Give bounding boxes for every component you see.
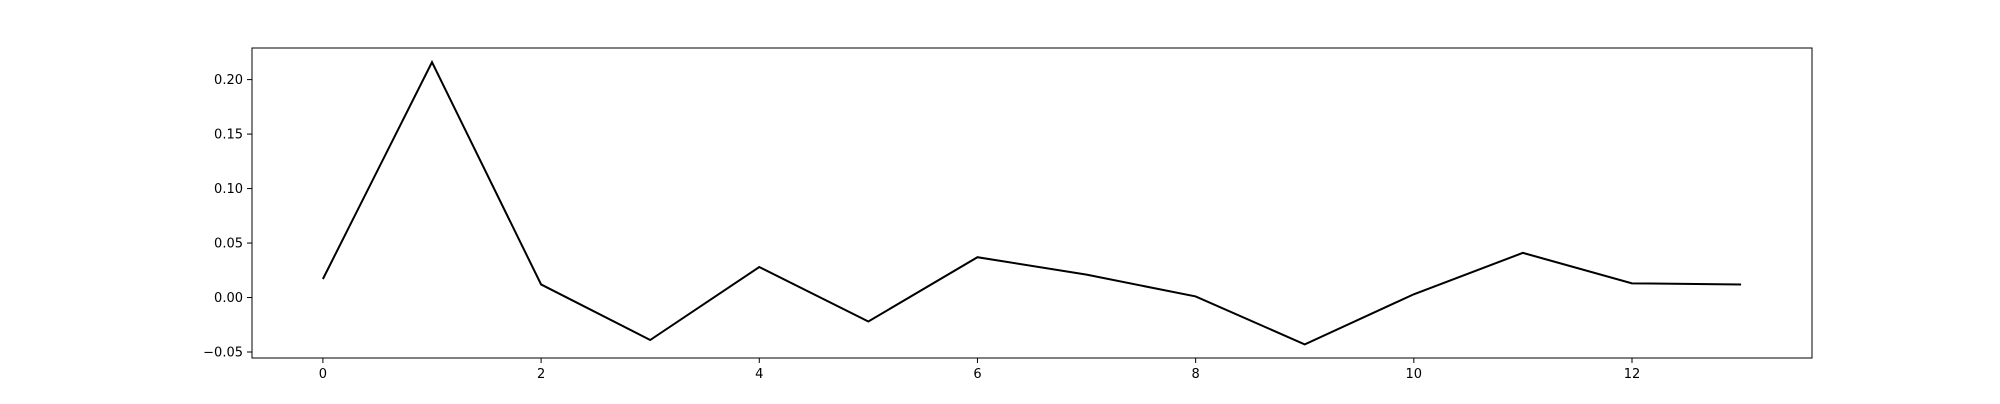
plot-area — [251, 47, 1813, 359]
y-tick-label: −0.05 — [203, 346, 243, 361]
x-tick-label: 0 — [319, 367, 327, 382]
series-line — [322, 59, 1742, 346]
series-layer — [322, 59, 1742, 346]
x-tick-label: 8 — [1191, 367, 1199, 382]
x-tick-label: 2 — [537, 367, 545, 382]
y-tick-label: 0.05 — [214, 237, 243, 252]
y-tick-label: 0.15 — [214, 128, 243, 143]
x-tick-label: 10 — [1406, 367, 1423, 382]
y-tick-label: 0.10 — [214, 182, 243, 197]
x-tick-label: 4 — [755, 367, 763, 382]
y-axis: −0.05 0.00 0.05 0.10 0.15 0.20 — [203, 73, 252, 361]
x-tick-label: 6 — [973, 367, 981, 382]
y-tick-label: 0.00 — [214, 291, 243, 306]
x-axis: 0 2 4 6 8 10 12 — [319, 358, 1641, 382]
x-tick-label: 12 — [1624, 367, 1641, 382]
plot-frame — [251, 47, 1813, 359]
y-tick-label: 0.20 — [214, 73, 243, 88]
